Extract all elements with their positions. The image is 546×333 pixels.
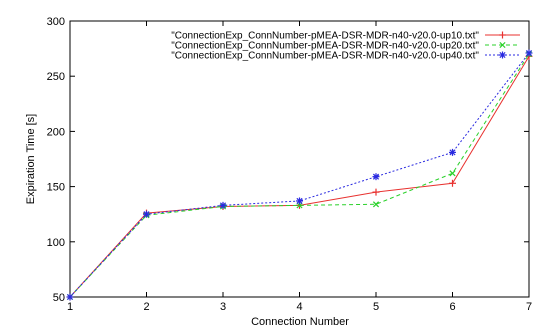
data-point [372,188,380,196]
data-point [499,41,506,49]
marker-stroke [449,149,456,156]
series-layer [66,49,533,301]
legend: "ConnectionExp_ConnNumber-pMEA-DSR-MDR-n… [171,31,520,62]
data-point [499,51,506,59]
marker-stroke [66,293,74,301]
y-tick-label: 300 [47,16,65,28]
x-tick-label: 5 [373,301,379,313]
y-tick-label: 200 [47,126,65,138]
data-point [449,170,456,177]
x-axis-title: Connection Number [251,316,349,328]
x-tick-label: 3 [220,301,226,313]
data-point [449,179,456,187]
marker-stroke [296,197,303,205]
data-point [499,31,506,39]
x-tick-label: 4 [296,301,302,313]
y-tick-label: 100 [47,237,65,249]
marker-stroke [525,49,533,57]
data-point [296,197,303,205]
marker-stroke [499,41,506,49]
data-point [219,201,227,209]
legend-label: "ConnectionExp_ConnNumber-pMEA-DSR-MDR-n… [171,41,479,52]
marker-stroke [372,173,380,180]
marker-stroke [372,201,380,208]
legend-label: "ConnectionExp_ConnNumber-pMEA-DSR-MDR-n… [171,31,479,42]
x-axis-ticks: 1 2 3 4 5 6 7 [67,21,532,313]
marker-stroke [449,170,456,177]
data-point [372,201,380,208]
marker-stroke [143,211,150,218]
data-point [449,148,456,156]
marker-stroke [296,202,303,209]
x-tick-label: 6 [449,301,455,313]
marker-stroke [499,51,506,59]
y-axis-title: Expiration Time [s] [25,114,37,204]
data-point [372,173,380,181]
legend-label: "ConnectionExp_ConnNumber-pMEA-DSR-MDR-n… [171,51,479,62]
y-tick-label: 250 [47,71,65,83]
data-point [66,293,74,301]
data-point [525,49,533,57]
y-axis-ticks: 50 100 150 200 250 300 [47,16,529,304]
x-tick-label: 2 [143,301,149,313]
x-tick-label: 1 [67,301,73,313]
x-tick-label: 7 [526,301,532,313]
y-tick-label: 50 [53,292,65,304]
data-point [296,202,303,209]
data-point [143,210,150,218]
marker-stroke [219,202,227,209]
y-tick-label: 150 [47,182,65,194]
